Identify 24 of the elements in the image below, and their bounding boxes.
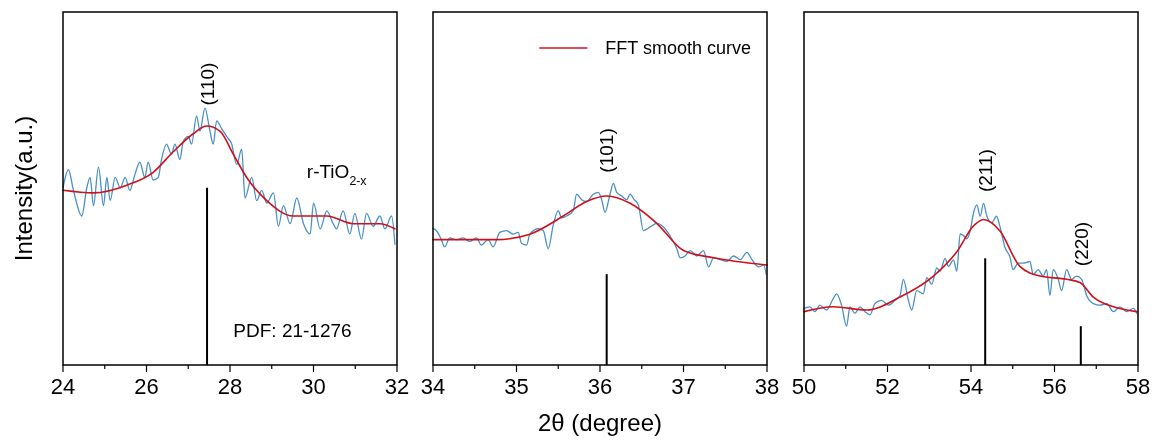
y-axis-title: Intensity(a.u.) — [10, 115, 37, 262]
x-tick-label: 36 — [587, 374, 613, 399]
x-tick-label: 37 — [671, 374, 696, 399]
x-tick-label: 58 — [1125, 374, 1151, 399]
x-tick-label: 52 — [875, 374, 900, 399]
annotation: (220) — [1070, 221, 1092, 267]
x-tick-label: 32 — [384, 374, 410, 399]
x-tick-label: 54 — [958, 374, 984, 399]
x-tick-label: 35 — [504, 374, 529, 399]
text: (110) — [196, 62, 218, 106]
text: (211) — [974, 149, 996, 193]
annotation: r-TiO$_{2-x}$ — [306, 160, 368, 188]
x-tick-label: 50 — [791, 374, 817, 399]
legend-label: FFT smooth curve — [605, 38, 751, 59]
x-tick-label: 26 — [134, 374, 159, 399]
x-tick-label: 24 — [50, 374, 76, 399]
x-tick-label: 34 — [420, 374, 446, 399]
text: (101) — [595, 128, 617, 173]
x-axis-title: 2θ (degree) — [537, 409, 663, 436]
annotation: PDF: 21-1276 — [233, 319, 352, 341]
x-tick-label: 30 — [301, 374, 326, 399]
x-tick-label: 28 — [217, 374, 243, 399]
x-tick-label: 56 — [1042, 374, 1067, 399]
x-tick-label: 38 — [754, 374, 780, 399]
